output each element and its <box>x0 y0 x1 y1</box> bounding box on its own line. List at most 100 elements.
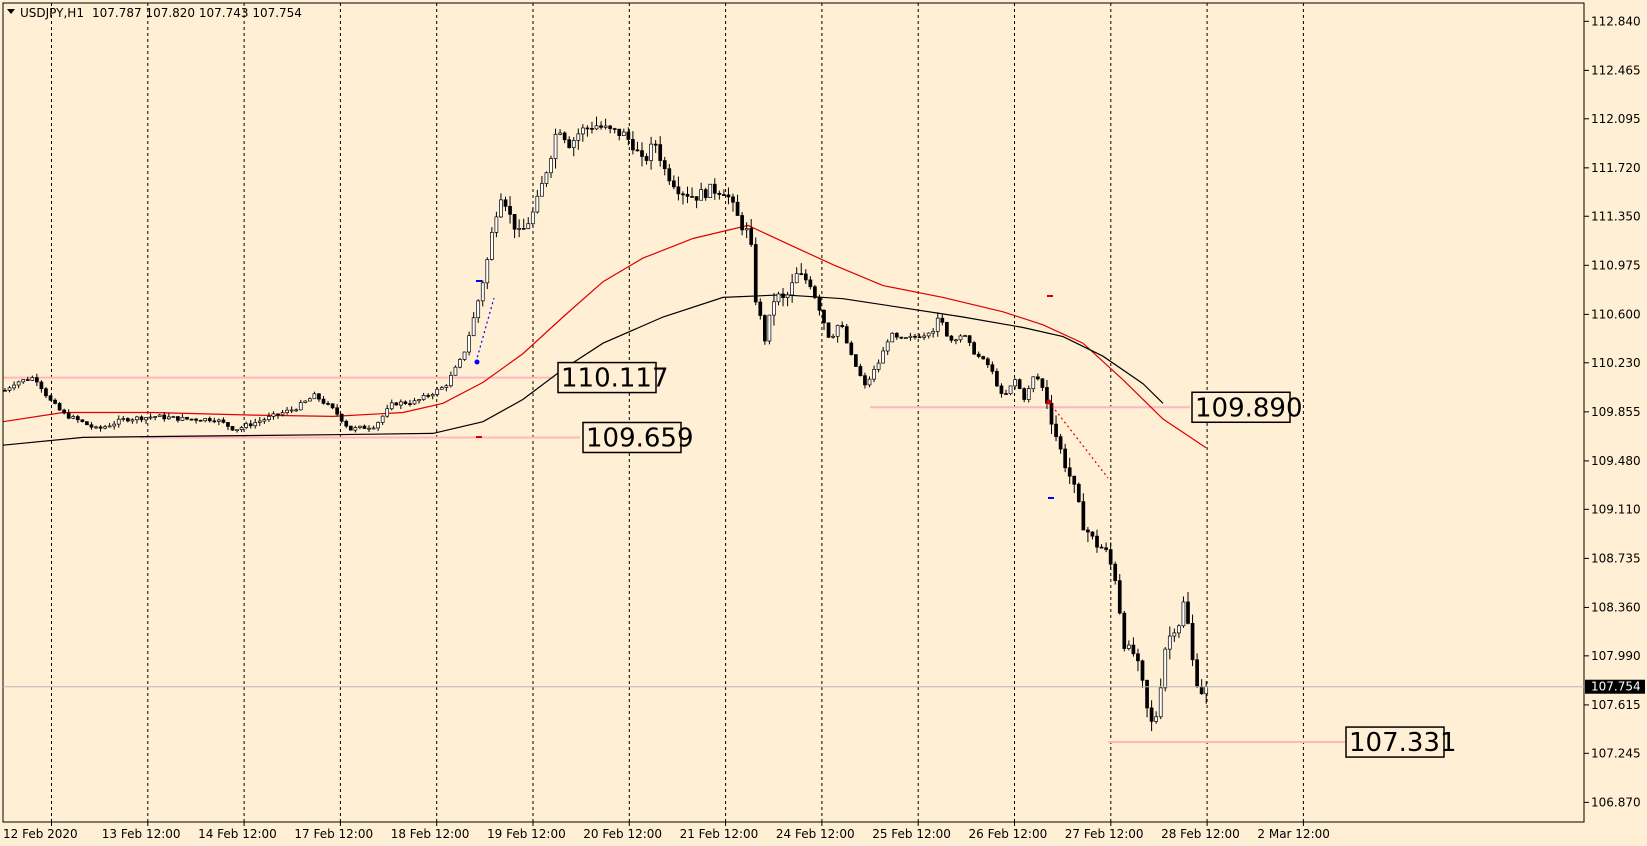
candle-up <box>494 216 499 233</box>
candle-down <box>917 336 922 339</box>
candle-down <box>198 419 203 422</box>
candle-up <box>130 419 135 422</box>
candle-up <box>517 228 522 230</box>
y-tick-label: 109.110 <box>1591 502 1641 516</box>
candle-up <box>530 211 535 225</box>
candle-up <box>298 402 303 411</box>
candle-up <box>1163 648 1168 689</box>
price-level-label: 110.117 <box>561 364 669 394</box>
candle-up <box>308 398 312 402</box>
price-level-box <box>1191 391 1291 424</box>
candle-down <box>521 228 526 230</box>
candle-up <box>1172 632 1177 637</box>
candle-up <box>153 416 157 418</box>
candle-down <box>1199 686 1204 695</box>
candle-up <box>371 427 376 430</box>
candle-down <box>949 335 954 341</box>
candle-down <box>653 143 658 146</box>
ohlc-readout: 107.787 107.820 107.743 107.754 <box>92 6 302 20</box>
candle-up <box>94 426 98 429</box>
candle-down <box>403 401 408 404</box>
candle-up <box>144 417 148 421</box>
y-tick-label: 107.245 <box>1591 746 1641 760</box>
candle-up <box>549 158 553 174</box>
candle-down <box>940 317 945 323</box>
candle-down <box>330 403 335 409</box>
candle-down <box>66 412 71 419</box>
candle-down <box>426 395 430 397</box>
candle-up <box>71 416 76 419</box>
candle-down <box>335 407 339 415</box>
candle-up <box>453 366 458 376</box>
candle-up <box>835 325 840 337</box>
symbol-label: USDJPY,H1 <box>20 6 84 20</box>
candle-up <box>553 133 558 159</box>
candle-up <box>471 317 476 337</box>
candle-up <box>7 387 12 391</box>
candle-down <box>321 398 326 404</box>
candle-up <box>421 395 426 400</box>
candle-up <box>926 332 931 337</box>
candle-down <box>1072 475 1077 485</box>
current-price-tag-label: 107.754 <box>1591 680 1641 694</box>
candle-down <box>726 194 731 198</box>
candle-up <box>217 419 221 422</box>
y-tick-label: 106.870 <box>1591 795 1641 809</box>
x-tick-label: 2 Mar 12:00 <box>1257 827 1330 841</box>
candle-up <box>235 429 239 432</box>
candle-down <box>348 425 353 431</box>
candle-up <box>30 377 35 381</box>
candle-down <box>562 132 567 141</box>
y-tick-label: 112.095 <box>1591 112 1641 126</box>
candle-down <box>749 228 754 245</box>
candle-up <box>21 379 26 383</box>
candle-up <box>353 427 358 431</box>
candle-down <box>853 354 858 367</box>
candle-up <box>1158 687 1163 718</box>
candle-up <box>881 350 886 364</box>
candle-down <box>676 186 681 195</box>
candle-up <box>271 413 276 417</box>
candle-down <box>863 375 867 386</box>
candle-up <box>1167 635 1172 650</box>
candle-up <box>963 335 967 337</box>
candle-down <box>985 358 990 366</box>
candle-up <box>367 427 371 430</box>
candle-down <box>722 194 726 196</box>
candle-up <box>358 425 362 428</box>
candle-down <box>508 206 512 215</box>
candle-down <box>339 413 344 422</box>
price-level-box <box>557 361 657 394</box>
candle-down <box>995 371 999 387</box>
candle-down <box>976 353 981 357</box>
candle-up <box>444 385 449 388</box>
candle-up <box>776 293 781 303</box>
candle-down <box>667 168 672 182</box>
candle-down <box>590 128 594 130</box>
y-tick-label: 109.480 <box>1591 454 1641 468</box>
candle-up <box>262 419 267 422</box>
candle-up <box>1181 601 1186 627</box>
candle-down <box>1117 580 1122 614</box>
collapse-triangle-icon[interactable] <box>7 9 15 14</box>
price-level-label: 109.890 <box>1195 393 1303 423</box>
x-tick-label: 18 Feb 12:00 <box>391 827 470 841</box>
candle-up <box>257 420 262 423</box>
candle-up <box>540 183 544 197</box>
candle-down <box>740 215 744 231</box>
candle-down <box>999 385 1004 394</box>
candle-up <box>831 335 835 338</box>
candle-down <box>1004 393 1008 395</box>
candle-down <box>394 402 399 406</box>
candle-up <box>439 387 444 390</box>
candle-down <box>840 325 845 327</box>
trend-line-blue <box>475 297 495 363</box>
y-tick-label: 110.600 <box>1591 307 1641 321</box>
candle-up <box>294 409 299 412</box>
candle-up <box>603 125 608 128</box>
candle-down <box>3 389 7 392</box>
price-level-labels: 110.117 109.659 109.890 107.331 <box>557 361 1457 758</box>
candle-down <box>34 377 39 383</box>
